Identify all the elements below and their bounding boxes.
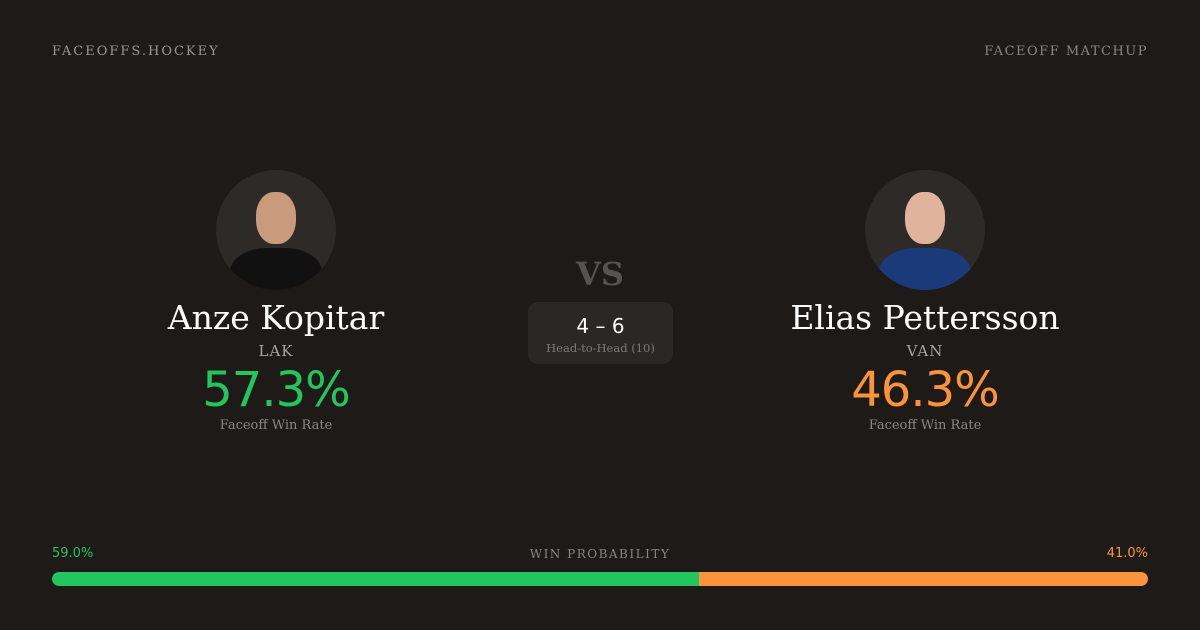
win-probability-bar — [52, 572, 1148, 586]
player-name: Anze Kopitar — [167, 298, 385, 337]
player-card-left: Anze Kopitar LAK 57.3% Faceoff Win Rate — [76, 170, 476, 433]
vs-label: VS — [576, 255, 624, 293]
win-probability-bar-left — [52, 572, 699, 586]
head-to-head-score: 4 – 6 — [576, 314, 625, 338]
win-probability-right: 41.0% — [1106, 546, 1148, 561]
player-photo-head — [905, 192, 945, 244]
player-card-right: Elias Pettersson VAN 46.3% Faceoff Win R… — [725, 170, 1125, 433]
player-photo-head — [256, 192, 296, 244]
player-team: VAN — [906, 341, 944, 360]
win-probability-bar-right — [698, 572, 1148, 586]
page-type-label: FACEOFF MATCHUP — [984, 44, 1148, 59]
head-to-head-box: 4 – 6 Head-to-Head (10) — [528, 302, 673, 364]
site-brand[interactable]: FACEOFFS.HOCKEY — [52, 44, 220, 59]
player-avatar — [216, 170, 336, 290]
faceoff-win-rate-label: Faceoff Win Rate — [219, 418, 333, 434]
win-probability-title: WIN PROBABILITY — [529, 547, 671, 561]
faceoff-win-rate-label: Faceoff Win Rate — [868, 418, 982, 434]
faceoff-win-rate: 57.3% — [202, 361, 350, 418]
win-probability-left: 59.0% — [52, 546, 94, 561]
player-photo-jersey — [879, 248, 971, 290]
faceoff-win-rate: 46.3% — [851, 361, 999, 418]
player-team: LAK — [258, 341, 294, 360]
head-to-head-label: Head-to-Head (10) — [546, 341, 655, 355]
player-avatar — [865, 170, 985, 290]
player-name: Elias Pettersson — [790, 298, 1060, 337]
player-photo-jersey — [230, 248, 322, 290]
